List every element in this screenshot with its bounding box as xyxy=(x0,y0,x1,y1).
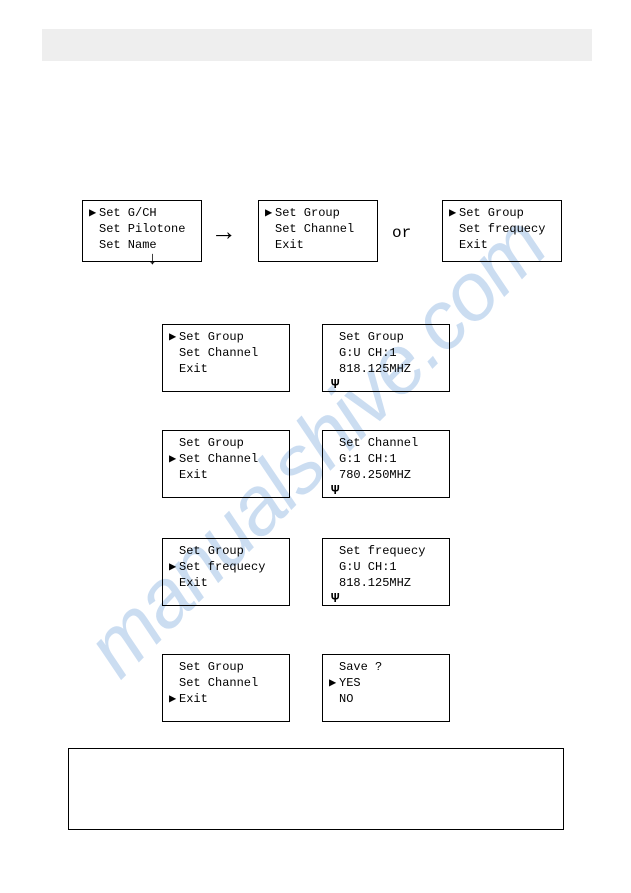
menu-text: Exit xyxy=(179,575,208,591)
menu-box-setgroup1: ▶Set Group Set Channel Exit xyxy=(258,200,378,262)
menu-line: Set Channel xyxy=(265,221,371,237)
display-box-row2-right: Set Group G:U CH:1 818.125MHZ Ψ xyxy=(322,324,450,392)
bottom-empty-box xyxy=(68,748,564,830)
menu-box-row5-right: Save ? ▶YES NO xyxy=(322,654,450,722)
menu-text: 780.250MHZ xyxy=(339,467,411,483)
menu-box-row5-left: Set Group Set Channel ▶Exit xyxy=(162,654,290,722)
menu-line: Set Group xyxy=(329,329,443,345)
menu-line: G:1 CH:1 xyxy=(329,451,443,467)
menu-line: ▶Set Group xyxy=(265,205,371,221)
menu-line: Set Group xyxy=(169,435,283,451)
menu-line: Save ? xyxy=(329,659,443,675)
or-label: or xyxy=(392,224,411,242)
menu-text: Set Group xyxy=(179,659,244,675)
menu-line: ▶YES xyxy=(329,675,443,691)
display-box-row4-right: Set frequecy G:U CH:1 818.125MHZ Ψ xyxy=(322,538,450,606)
menu-line: G:U CH:1 xyxy=(329,345,443,361)
menu-line: Exit xyxy=(265,237,371,253)
menu-line: G:U CH:1 xyxy=(329,559,443,575)
menu-text: 818.125MHZ xyxy=(339,575,411,591)
menu-line: Set Name xyxy=(89,237,195,253)
menu-line: Set Pilotone xyxy=(89,221,195,237)
antenna-icon: Ψ xyxy=(331,591,339,607)
menu-line: Set Group xyxy=(169,659,283,675)
menu-text: Exit xyxy=(179,361,208,377)
header-bar xyxy=(42,29,592,61)
watermark-text: manualshive.com xyxy=(67,198,563,694)
menu-line: Set Group xyxy=(169,543,283,559)
menu-text: Exit xyxy=(179,691,208,707)
menu-line: ▶Set Group xyxy=(169,329,283,345)
menu-line: ▶Exit xyxy=(169,691,283,707)
arrow-down-icon: ↓ xyxy=(147,250,158,270)
menu-text: Set Group xyxy=(179,435,244,451)
pointer-icon: ▶ xyxy=(449,205,459,221)
menu-text: G:U CH:1 xyxy=(339,559,397,575)
menu-text: Set Pilotone xyxy=(99,221,185,237)
menu-line: NO xyxy=(329,691,443,707)
menu-text: Set Group xyxy=(459,205,524,221)
menu-text: Exit xyxy=(275,237,304,253)
menu-line: Exit xyxy=(449,237,555,253)
pointer-icon: ▶ xyxy=(89,205,99,221)
menu-text: G:1 CH:1 xyxy=(339,451,397,467)
menu-line: ▶Set Group xyxy=(449,205,555,221)
menu-text: 818.125MHZ xyxy=(339,361,411,377)
menu-text: Set Channel xyxy=(179,345,258,361)
menu-line: Set Channel xyxy=(169,345,283,361)
menu-line: Set Channel xyxy=(169,675,283,691)
menu-text: Exit xyxy=(179,467,208,483)
antenna-icon: Ψ xyxy=(331,377,339,393)
menu-text: Save ? xyxy=(339,659,382,675)
menu-text: Set G/CH xyxy=(99,205,157,221)
menu-text: Set Group xyxy=(275,205,340,221)
menu-box-row2-left: ▶Set Group Set Channel Exit xyxy=(162,324,290,392)
menu-text: G:U CH:1 xyxy=(339,345,397,361)
menu-line: Set frequecy xyxy=(449,221,555,237)
menu-line: Set Channel xyxy=(329,435,443,451)
menu-text: Set frequecy xyxy=(339,543,425,559)
menu-line: ▶Set G/CH xyxy=(89,205,195,221)
menu-line: Ψ xyxy=(329,591,443,607)
menu-text: Set Group xyxy=(179,329,244,345)
menu-line: Exit xyxy=(169,575,283,591)
menu-text: YES xyxy=(339,675,361,691)
menu-line: 818.125MHZ xyxy=(329,361,443,377)
menu-box-setgch: ▶Set G/CH Set Pilotone Set Name xyxy=(82,200,202,262)
menu-text: Set Channel xyxy=(275,221,354,237)
menu-line: ▶Set frequecy xyxy=(169,559,283,575)
menu-line: Ψ xyxy=(329,483,443,499)
menu-text: Set Channel xyxy=(339,435,418,451)
pointer-icon: ▶ xyxy=(169,329,179,345)
pointer-icon: ▶ xyxy=(169,559,179,575)
menu-line: Exit xyxy=(169,467,283,483)
pointer-icon: ▶ xyxy=(169,451,179,467)
menu-text: Set Group xyxy=(339,329,404,345)
antenna-icon: Ψ xyxy=(331,483,339,499)
menu-line: Set frequecy xyxy=(329,543,443,559)
menu-box-row3-left: Set Group ▶Set Channel Exit xyxy=(162,430,290,498)
menu-text: Set frequecy xyxy=(459,221,545,237)
pointer-icon: ▶ xyxy=(169,691,179,707)
menu-text: Set Channel xyxy=(179,675,258,691)
menu-line: 780.250MHZ xyxy=(329,467,443,483)
menu-line: 818.125MHZ xyxy=(329,575,443,591)
menu-box-row4-left: Set Group ▶Set frequecy Exit xyxy=(162,538,290,606)
menu-text: Set Group xyxy=(179,543,244,559)
menu-text: Exit xyxy=(459,237,488,253)
menu-line: Ψ xyxy=(329,377,443,393)
menu-text: Set Channel xyxy=(179,451,258,467)
arrow-right-icon: → xyxy=(216,218,232,248)
menu-line: ▶Set Channel xyxy=(169,451,283,467)
pointer-icon: ▶ xyxy=(329,675,339,691)
pointer-icon: ▶ xyxy=(265,205,275,221)
menu-line: Exit xyxy=(169,361,283,377)
menu-text: Set frequecy xyxy=(179,559,265,575)
menu-box-setfreq1: ▶Set Group Set frequecy Exit xyxy=(442,200,562,262)
display-box-row3-right: Set Channel G:1 CH:1 780.250MHZ Ψ xyxy=(322,430,450,498)
menu-text: NO xyxy=(339,691,353,707)
